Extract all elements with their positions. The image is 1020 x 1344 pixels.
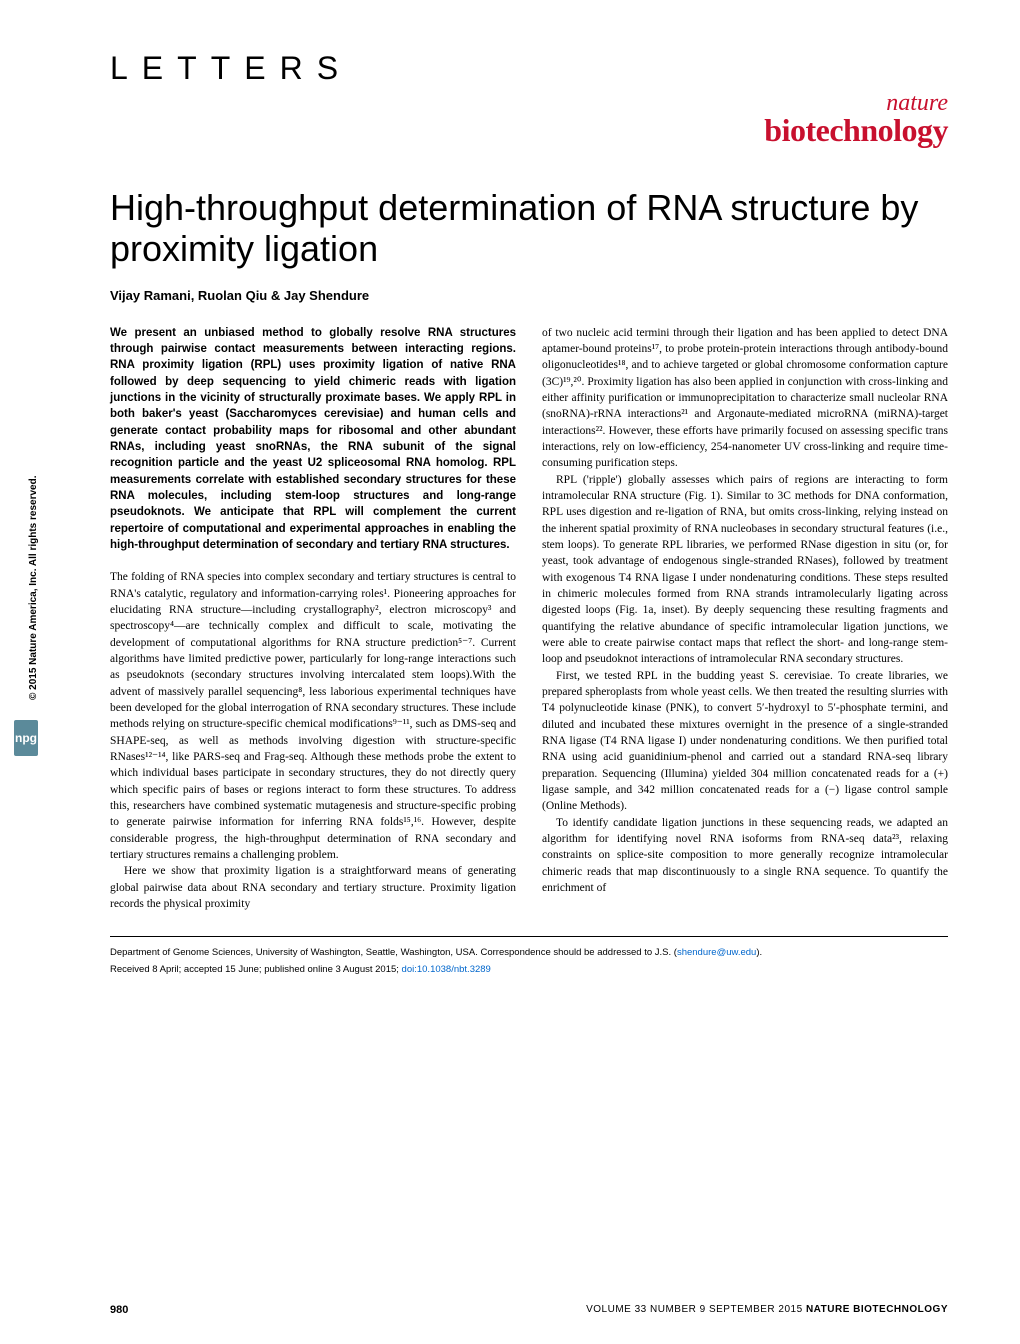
page-number: 980 [110, 1304, 128, 1316]
affiliation-text: Department of Genome Sciences, Universit… [110, 947, 677, 958]
received-text: Received 8 April; accepted 15 June; publ… [110, 964, 402, 975]
affiliation-close: ). [756, 947, 762, 958]
doi-link[interactable]: doi:10.1038/nbt.3289 [402, 964, 491, 975]
article-title: High-throughput determination of RNA str… [110, 187, 948, 270]
page-container: LETTERS nature biotechnology High-throug… [0, 0, 1020, 1005]
body-paragraph: Here we show that proximity ligation is … [110, 863, 516, 912]
footer-journal-name: NATURE BIOTECHNOLOGY [806, 1304, 948, 1315]
section-label: LETTERS [110, 50, 948, 87]
column-right: of two nucleic acid termini through thei… [542, 325, 948, 912]
journal-brand: nature biotechnology [764, 92, 948, 145]
authors: Vijay Ramani, Ruolan Qiu & Jay Shendure [110, 288, 948, 303]
body-paragraph: RPL ('ripple') globally assesses which p… [542, 472, 948, 668]
body-paragraph: The folding of RNA species into complex … [110, 569, 516, 863]
body-paragraph: of two nucleic acid termini through thei… [542, 325, 948, 472]
copyright-sidebar: © 2015 Nature America, Inc. All rights r… [28, 475, 39, 700]
abstract: We present an unbiased method to globall… [110, 325, 516, 554]
footer-journal-info: VOLUME 33 NUMBER 9 SEPTEMBER 2015 NATURE… [586, 1304, 948, 1316]
title-block: High-throughput determination of RNA str… [110, 187, 948, 303]
two-column-body: We present an unbiased method to globall… [110, 325, 948, 912]
affiliation-section: Department of Genome Sciences, Universit… [110, 936, 948, 975]
column-left: We present an unbiased method to globall… [110, 325, 516, 912]
correspondence-email[interactable]: shendure@uw.edu [677, 947, 756, 958]
footer-volume: VOLUME 33 NUMBER 9 SEPTEMBER 2015 [586, 1304, 806, 1315]
page-footer: 980 VOLUME 33 NUMBER 9 SEPTEMBER 2015 NA… [110, 1304, 948, 1316]
journal-line2: biotechnology [764, 115, 948, 145]
body-paragraph: First, we tested RPL in the budding yeas… [542, 668, 948, 815]
received-line: Received 8 April; accepted 15 June; publ… [110, 964, 948, 975]
npg-badge-icon: npg [14, 720, 38, 756]
body-paragraph: To identify candidate ligation junctions… [542, 815, 948, 897]
